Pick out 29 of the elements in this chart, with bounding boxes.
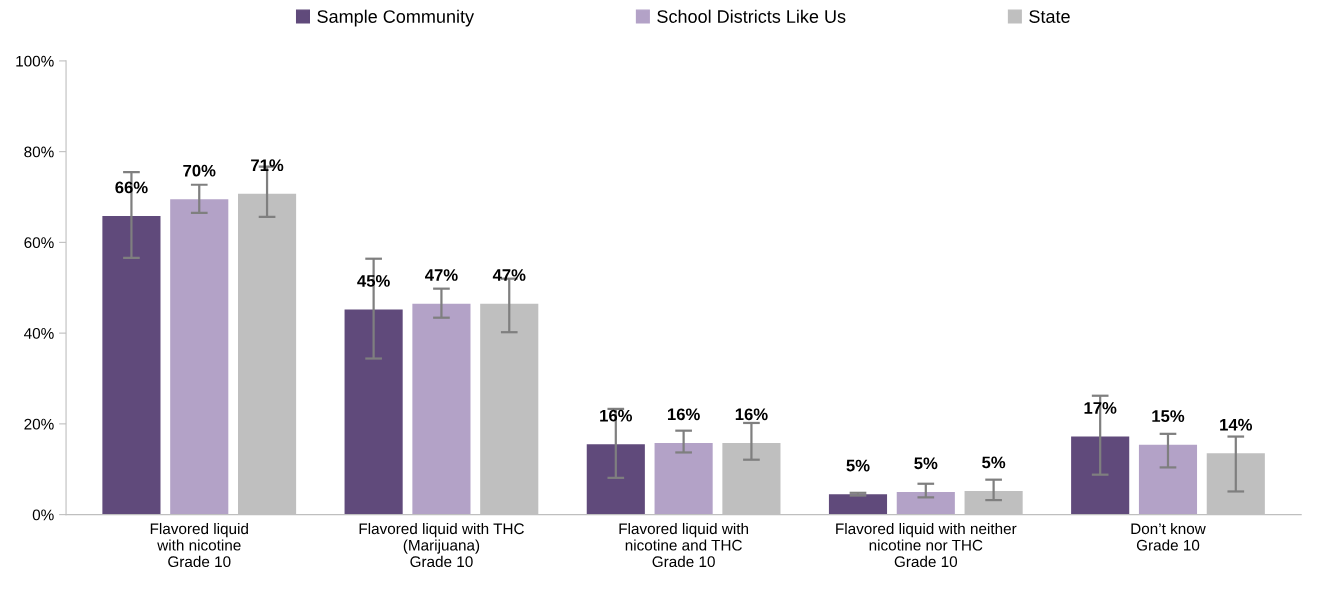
y-tick-label: 20% bbox=[24, 418, 54, 430]
y-tick-label: 60% bbox=[24, 237, 54, 249]
data-label: 47% bbox=[492, 269, 526, 281]
legend-label: School Districts Like Us bbox=[657, 9, 846, 23]
y-tick-label: 80% bbox=[24, 146, 54, 158]
data-label: 66% bbox=[115, 181, 148, 194]
data-label: 70% bbox=[183, 164, 216, 177]
x-tick-label: Flavored liquid with neither nicotine nor THC Grade 10 bbox=[836, 522, 1017, 568]
data-label: 45% bbox=[357, 275, 390, 287]
y-tick-label: 40% bbox=[24, 327, 54, 339]
x-tick-label: Flavored liquid with nicotine and THC Grade 10 bbox=[619, 522, 749, 568]
data-label: 14% bbox=[1220, 418, 1253, 431]
data-label: 5% bbox=[982, 456, 1006, 469]
x-tick-label: Flavored liquid with nicotine Grade 10 bbox=[150, 522, 248, 568]
data-label: 47% bbox=[425, 269, 458, 281]
legend-label: State bbox=[1029, 10, 1070, 23]
data-label: 5% bbox=[846, 459, 870, 472]
x-tick-label: Don’t know Grade 10 bbox=[1131, 522, 1206, 551]
data-label: 16% bbox=[600, 409, 633, 422]
legend-label: Sample Community bbox=[317, 9, 475, 27]
data-label: 15% bbox=[1152, 410, 1185, 422]
y-tick-label: 0% bbox=[32, 509, 54, 521]
data-label: 5% bbox=[914, 457, 938, 470]
y-tick-label: 100% bbox=[16, 55, 54, 67]
data-label: 16% bbox=[735, 408, 768, 421]
data-label: 17% bbox=[1084, 402, 1117, 414]
data-label: 71% bbox=[251, 159, 284, 172]
data-label: 16% bbox=[667, 408, 700, 421]
x-tick-label: Flavored liquid with THC (Marijuana) Grade 10 bbox=[359, 522, 524, 568]
